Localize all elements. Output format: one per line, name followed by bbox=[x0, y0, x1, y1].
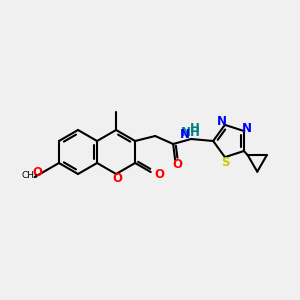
Text: N: N bbox=[242, 122, 252, 134]
Text: N: N bbox=[217, 115, 227, 128]
Text: CH₃: CH₃ bbox=[21, 170, 38, 179]
Text: N: N bbox=[180, 128, 190, 140]
Text: O: O bbox=[155, 167, 165, 181]
Text: S: S bbox=[221, 156, 229, 169]
Text: NH: NH bbox=[181, 125, 201, 139]
Text: O: O bbox=[33, 167, 43, 179]
Text: O: O bbox=[172, 158, 182, 170]
Text: H: H bbox=[190, 122, 200, 136]
Text: O: O bbox=[112, 172, 122, 185]
